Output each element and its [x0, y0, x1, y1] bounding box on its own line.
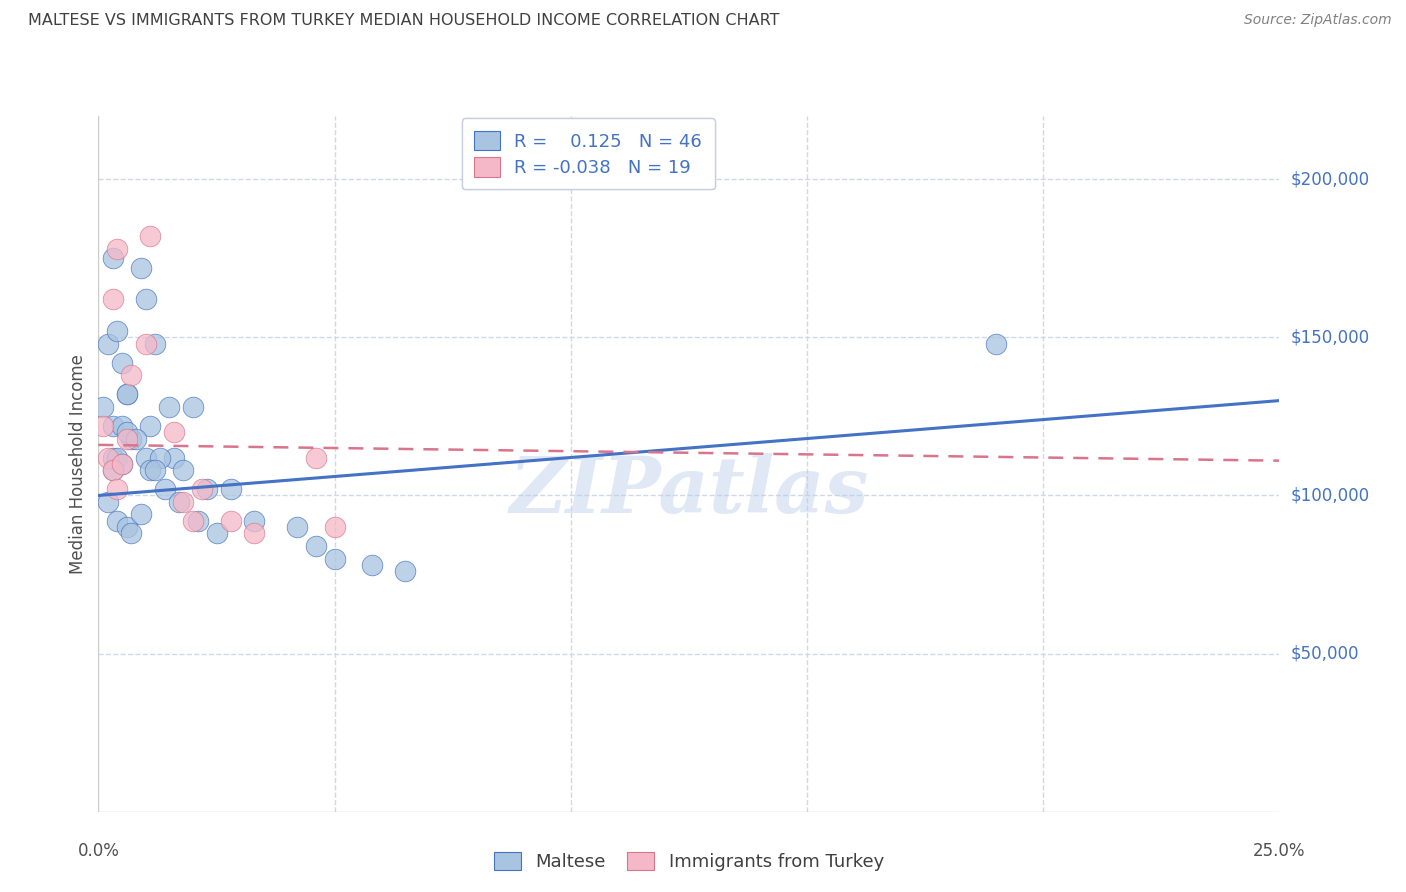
- Text: 25.0%: 25.0%: [1253, 842, 1306, 860]
- Point: [143, 463, 166, 477]
- Text: $100,000: $100,000: [1291, 486, 1369, 505]
- Point: [101, 463, 124, 477]
- Text: 0.0%: 0.0%: [77, 842, 120, 860]
- Point: [101, 463, 124, 477]
- Point: [115, 387, 138, 401]
- Point: [111, 418, 134, 433]
- Point: [101, 293, 124, 307]
- Point: [105, 450, 128, 465]
- Point: [205, 526, 228, 541]
- Legend: R =    0.125   N = 46, R = -0.038   N = 19: R = 0.125 N = 46, R = -0.038 N = 19: [461, 118, 714, 189]
- Point: [111, 356, 134, 370]
- Point: [153, 482, 176, 496]
- Point: [105, 514, 128, 528]
- Point: [191, 482, 214, 496]
- Point: [139, 229, 162, 244]
- Point: [163, 425, 186, 440]
- Point: [187, 514, 209, 528]
- Point: [323, 520, 346, 534]
- Point: [97, 450, 120, 465]
- Point: [157, 400, 180, 414]
- Point: [135, 450, 157, 465]
- Point: [163, 450, 186, 465]
- Text: Source: ZipAtlas.com: Source: ZipAtlas.com: [1244, 13, 1392, 28]
- Text: $200,000: $200,000: [1291, 170, 1369, 188]
- Text: ZIPatlas: ZIPatlas: [509, 453, 869, 530]
- Point: [243, 526, 266, 541]
- Point: [111, 457, 134, 471]
- Point: [361, 558, 384, 572]
- Point: [172, 495, 194, 509]
- Point: [129, 508, 152, 522]
- Point: [285, 520, 308, 534]
- Point: [181, 400, 204, 414]
- Point: [984, 336, 1007, 351]
- Point: [121, 526, 143, 541]
- Point: [121, 432, 143, 446]
- Text: MALTESE VS IMMIGRANTS FROM TURKEY MEDIAN HOUSEHOLD INCOME CORRELATION CHART: MALTESE VS IMMIGRANTS FROM TURKEY MEDIAN…: [28, 13, 779, 29]
- Y-axis label: Median Household Income: Median Household Income: [69, 354, 87, 574]
- Point: [305, 539, 328, 553]
- Point: [139, 418, 162, 433]
- Point: [135, 293, 157, 307]
- Point: [101, 418, 124, 433]
- Point: [219, 514, 242, 528]
- Point: [305, 450, 328, 465]
- Point: [195, 482, 218, 496]
- Point: [172, 463, 194, 477]
- Point: [143, 336, 166, 351]
- Point: [135, 336, 157, 351]
- Text: $150,000: $150,000: [1291, 328, 1369, 346]
- Point: [243, 514, 266, 528]
- Point: [149, 450, 172, 465]
- Point: [115, 425, 138, 440]
- Point: [91, 400, 114, 414]
- Point: [101, 252, 124, 266]
- Point: [97, 495, 120, 509]
- Point: [111, 457, 134, 471]
- Point: [91, 418, 114, 433]
- Point: [394, 565, 416, 579]
- Point: [115, 432, 138, 446]
- Point: [115, 520, 138, 534]
- Text: $50,000: $50,000: [1291, 645, 1360, 663]
- Point: [125, 432, 148, 446]
- Point: [105, 482, 128, 496]
- Point: [181, 514, 204, 528]
- Point: [167, 495, 190, 509]
- Legend: Maltese, Immigrants from Turkey: Maltese, Immigrants from Turkey: [486, 845, 891, 879]
- Point: [219, 482, 242, 496]
- Point: [105, 242, 128, 256]
- Point: [101, 450, 124, 465]
- Point: [129, 260, 152, 275]
- Point: [139, 463, 162, 477]
- Point: [115, 387, 138, 401]
- Point: [121, 368, 143, 383]
- Point: [105, 324, 128, 338]
- Point: [323, 551, 346, 566]
- Point: [97, 336, 120, 351]
